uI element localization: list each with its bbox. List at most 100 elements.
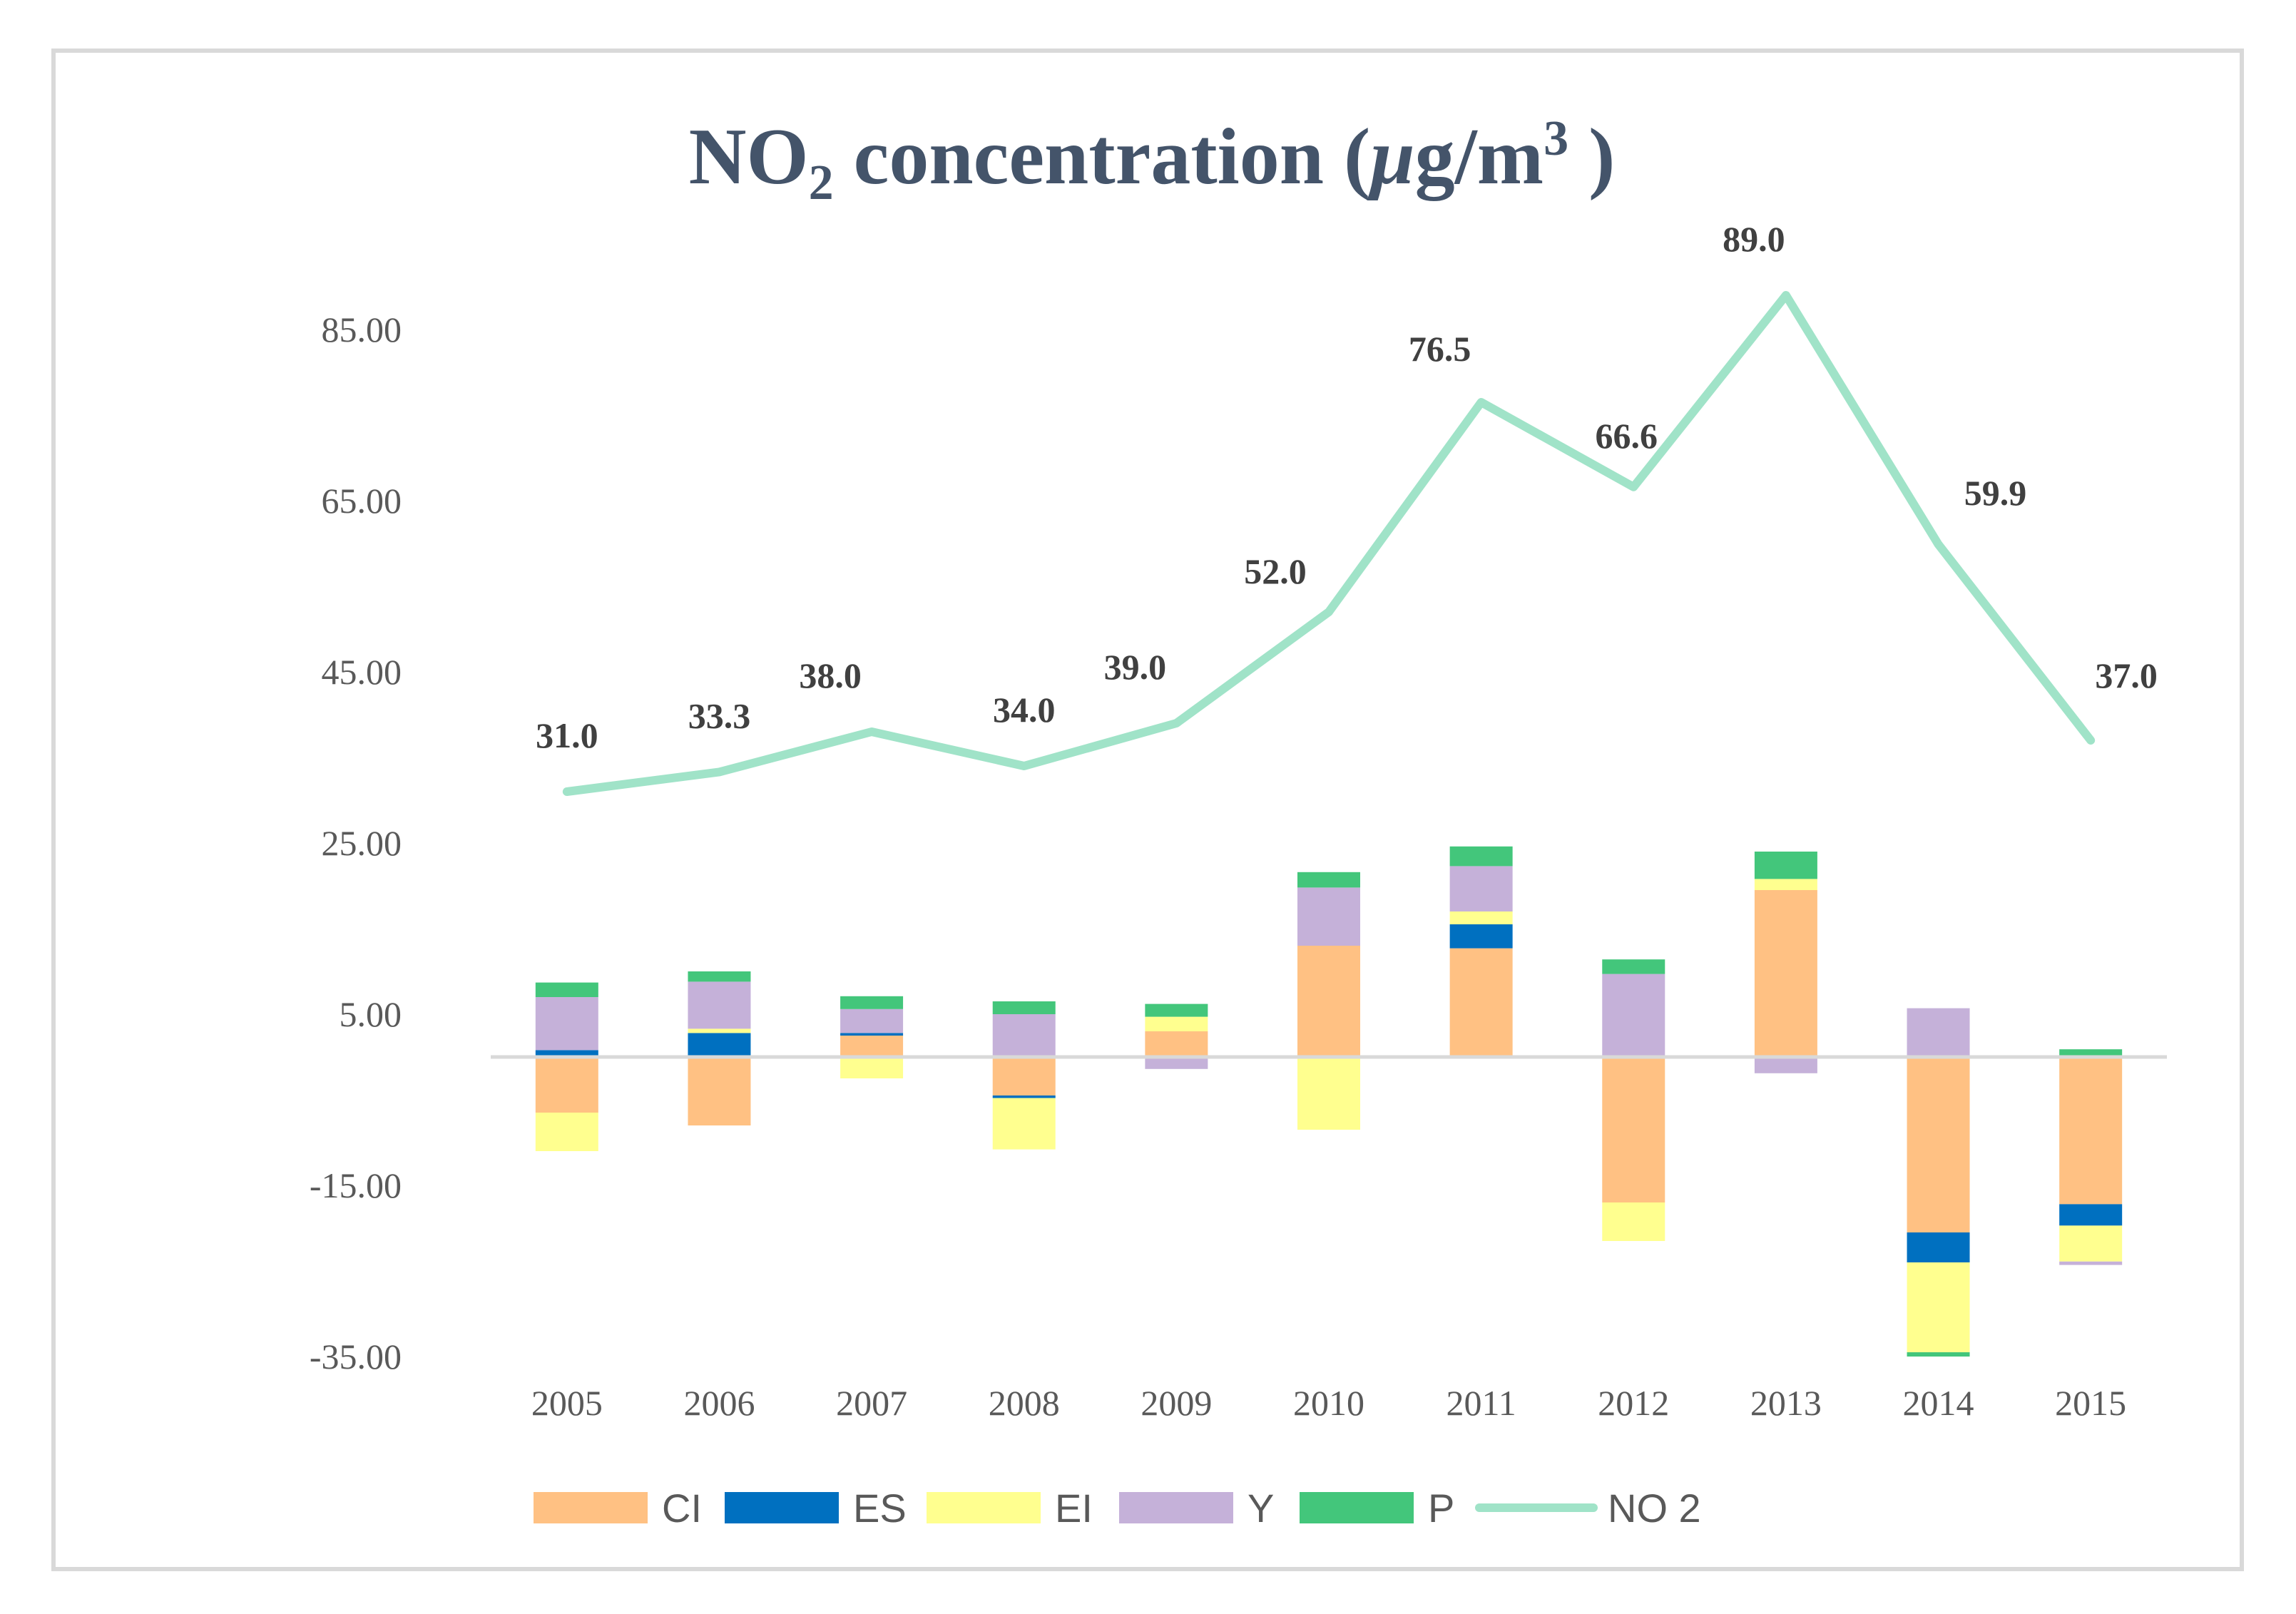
y-tick-label: 25.00 (322, 823, 402, 863)
bar-ei-2006 (688, 1028, 751, 1033)
legend-item-ei: EI (927, 1486, 1093, 1531)
no2-line (562, 291, 2096, 796)
bar-p-2005 (535, 982, 598, 997)
y-tick-label: 45.00 (322, 652, 402, 692)
legend-item-p: P (1300, 1486, 1454, 1531)
bar-y-2012 (1602, 974, 1665, 1057)
bar-ci-2007 (840, 1036, 904, 1057)
bar-ei-2015 (2059, 1225, 2123, 1262)
legend-swatch (725, 1492, 839, 1523)
bar-series (535, 846, 2123, 1357)
bar-ei-2014 (1907, 1262, 1970, 1352)
bar-ci-2005 (535, 1057, 598, 1113)
legend-item-y: Y (1119, 1486, 1274, 1531)
y-tick-label: 85.00 (322, 310, 402, 349)
y-tick-label: 5.00 (340, 994, 402, 1034)
no2-data-label: 38.0 (799, 655, 862, 695)
x-tick-label: 2010 (1293, 1383, 1364, 1423)
title-unit: g/m (1415, 113, 1544, 201)
bar-p-2008 (992, 1001, 1056, 1014)
bar-y-2015 (2059, 1261, 2123, 1265)
bar-p-2014 (1907, 1352, 1970, 1357)
bar-ci-2015 (2059, 1057, 2123, 1205)
legend-item-ci: CI (534, 1486, 702, 1531)
legend-swatch (534, 1492, 648, 1523)
no2-data-label: 31.0 (536, 715, 598, 755)
bar-ei-2011 (1449, 911, 1513, 924)
legend-item-no2: NO 2 (1475, 1486, 1701, 1531)
bar-es-2007 (840, 1033, 904, 1036)
bar-ei-2009 (1145, 1016, 1208, 1031)
legend-label: Y (1248, 1486, 1274, 1531)
no2-data-label: 59.9 (1964, 473, 2027, 513)
bar-ci-2014 (1907, 1057, 1970, 1232)
bar-p-2007 (840, 996, 904, 1009)
x-tick-label: 2008 (989, 1383, 1060, 1423)
y-axis: 85.00 65.00 45.00 25.00 5.00 -15.00 -35.00 (310, 310, 402, 1377)
x-tick-label: 2013 (1750, 1383, 1822, 1423)
bar-es-2008 (992, 1095, 1056, 1098)
title-main: NO (689, 113, 809, 201)
title-superscript: 3 (1544, 111, 1568, 166)
bar-y-2008 (992, 1014, 1056, 1057)
bar-y-2005 (535, 997, 598, 1051)
bar-ci-2009 (1145, 1031, 1208, 1057)
bar-y-2014 (1907, 1008, 1970, 1057)
x-axis: 2005 2006 2007 2008 2009 2010 2011 2012 2013 2014… (531, 1383, 2126, 1423)
bar-y-2006 (688, 981, 751, 1029)
no2-data-labels: 31.0 33.3 38.0 34.0 39.0 52.0 76.5 66.6 89.0 59.9… (536, 219, 2158, 755)
bar-y-2011 (1449, 866, 1513, 911)
bar-ei-2005 (535, 1113, 598, 1151)
legend-label: EI (1055, 1486, 1093, 1531)
chart-title: NO2 concentration (μg/m3 ) (689, 111, 1616, 210)
bar-p-2015 (2059, 1049, 2123, 1057)
bar-ci-2008 (992, 1057, 1056, 1095)
title-middle: concentration ( (834, 113, 1371, 201)
bar-es-2005 (535, 1050, 598, 1057)
bar-ci-2013 (1754, 890, 1817, 1057)
legend-label: P (1428, 1486, 1454, 1531)
legend-label: CI (662, 1486, 702, 1531)
no2-data-label: 37.0 (2095, 655, 2158, 695)
bar-ci-2010 (1297, 946, 1360, 1057)
x-tick-label: 2015 (2055, 1383, 2126, 1423)
no2-data-label: 76.5 (1409, 329, 1471, 369)
legend-swatch (1300, 1492, 1414, 1523)
x-tick-label: 2012 (1598, 1383, 1669, 1423)
chart-frame: NO2 concentration (μg/m3 ) 85.00 65.00 45.… (51, 48, 2244, 1571)
title-mu: μ (1367, 113, 1414, 201)
bar-ci-2011 (1449, 948, 1513, 1057)
y-tick-label: 65.00 (322, 481, 402, 521)
bar-ei-2010 (1297, 1057, 1360, 1130)
y-tick-label: -15.00 (310, 1165, 402, 1205)
no2-data-label: 52.0 (1244, 551, 1307, 591)
no2-data-label: 34.0 (993, 690, 1056, 730)
legend-label: ES (853, 1486, 907, 1531)
bar-ei-2007 (840, 1057, 904, 1078)
no2-data-label: 33.3 (688, 695, 751, 735)
bar-p-2011 (1449, 846, 1513, 867)
bar-y-2013 (1754, 1057, 1817, 1073)
legend: CI ES EI Y P NO 2 (534, 1486, 1701, 1531)
title-close: ) (1568, 113, 1615, 201)
bar-p-2006 (688, 971, 751, 982)
bar-y-2009 (1145, 1057, 1208, 1069)
bar-es-2006 (688, 1033, 751, 1057)
x-tick-label: 2014 (1903, 1383, 1974, 1423)
x-tick-label: 2006 (683, 1383, 755, 1423)
bar-ei-2008 (992, 1098, 1056, 1150)
y-tick-label: -35.00 (310, 1337, 402, 1377)
no2-data-label: 39.0 (1104, 647, 1167, 687)
bar-p-2009 (1145, 1003, 1208, 1017)
x-tick-label: 2007 (836, 1383, 907, 1423)
bar-p-2012 (1602, 959, 1665, 974)
bar-ei-2012 (1602, 1202, 1665, 1241)
x-tick-label: 2005 (531, 1383, 603, 1423)
bar-ci-2012 (1602, 1057, 1665, 1202)
bar-ci-2006 (688, 1057, 751, 1125)
bar-y-2010 (1297, 887, 1360, 946)
legend-swatch (927, 1492, 1041, 1523)
bar-p-2010 (1297, 872, 1360, 888)
no2-data-label: 89.0 (1723, 219, 1785, 259)
chart: NO2 concentration (μg/m3 ) 85.00 65.00 45.… (310, 111, 2167, 1531)
